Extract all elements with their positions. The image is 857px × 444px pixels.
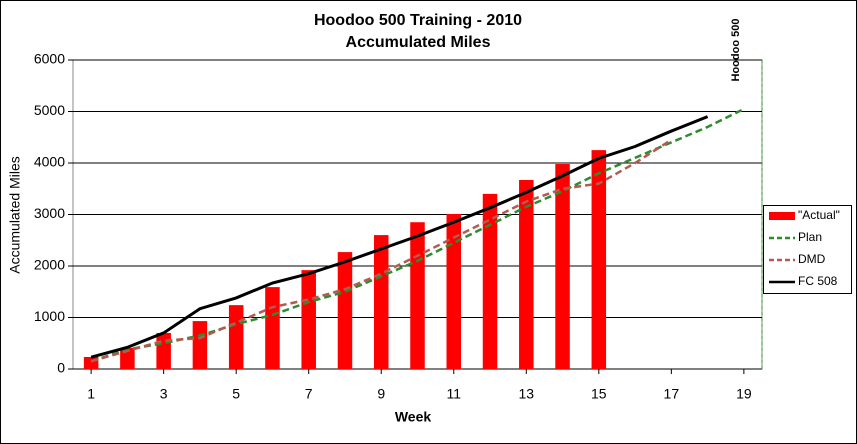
y-axis-label: Accumulated Miles [7,156,23,274]
x-tick-label: 3 [160,386,168,402]
chart-subtitle: Accumulated Miles [346,34,491,51]
line [90,115,709,359]
x-tick-label: 13 [519,386,535,402]
x-tick-label: 17 [664,386,680,402]
line [90,138,673,363]
y-tick-label: 3000 [34,205,65,221]
x-tick-label: 15 [591,386,607,402]
bar [591,150,607,369]
x-tick-label: 9 [377,386,385,402]
legend-label: Plan [798,230,822,244]
y-tick-label: 1000 [34,308,65,324]
bar [192,321,208,369]
annotation: Hoodoo 500 [730,19,742,82]
y-tick-label: 6000 [34,51,65,67]
x-tick-label: 5 [232,386,240,402]
x-tick-label: 11 [446,386,461,402]
x-tick-label: 7 [305,386,313,402]
bar [482,193,498,369]
x-axis-label: Week [395,409,432,425]
chart-title: Hoodoo 500 Training - 2010 [314,12,522,29]
bar [156,332,171,369]
x-tick-label: 1 [87,386,95,402]
bar [555,164,570,369]
legend-label: "Actual" [798,208,840,222]
bar [301,270,316,369]
bar [373,235,389,369]
bar [446,213,462,369]
x-tick-label: 19 [736,386,752,402]
legend-label: DMD [798,252,826,266]
bar [265,287,280,369]
bar [337,252,353,369]
legend-swatch [769,212,795,220]
bar [228,305,244,369]
bar [83,357,99,369]
bar [519,179,534,369]
line [90,107,745,363]
legend-label: FC 508 [798,274,838,288]
legend [763,205,852,294]
y-tick-label: 0 [57,360,65,376]
y-tick-label: 2000 [34,257,65,273]
bar [410,222,425,369]
y-tick-label: 4000 [34,154,65,170]
y-tick-label: 5000 [34,102,65,118]
